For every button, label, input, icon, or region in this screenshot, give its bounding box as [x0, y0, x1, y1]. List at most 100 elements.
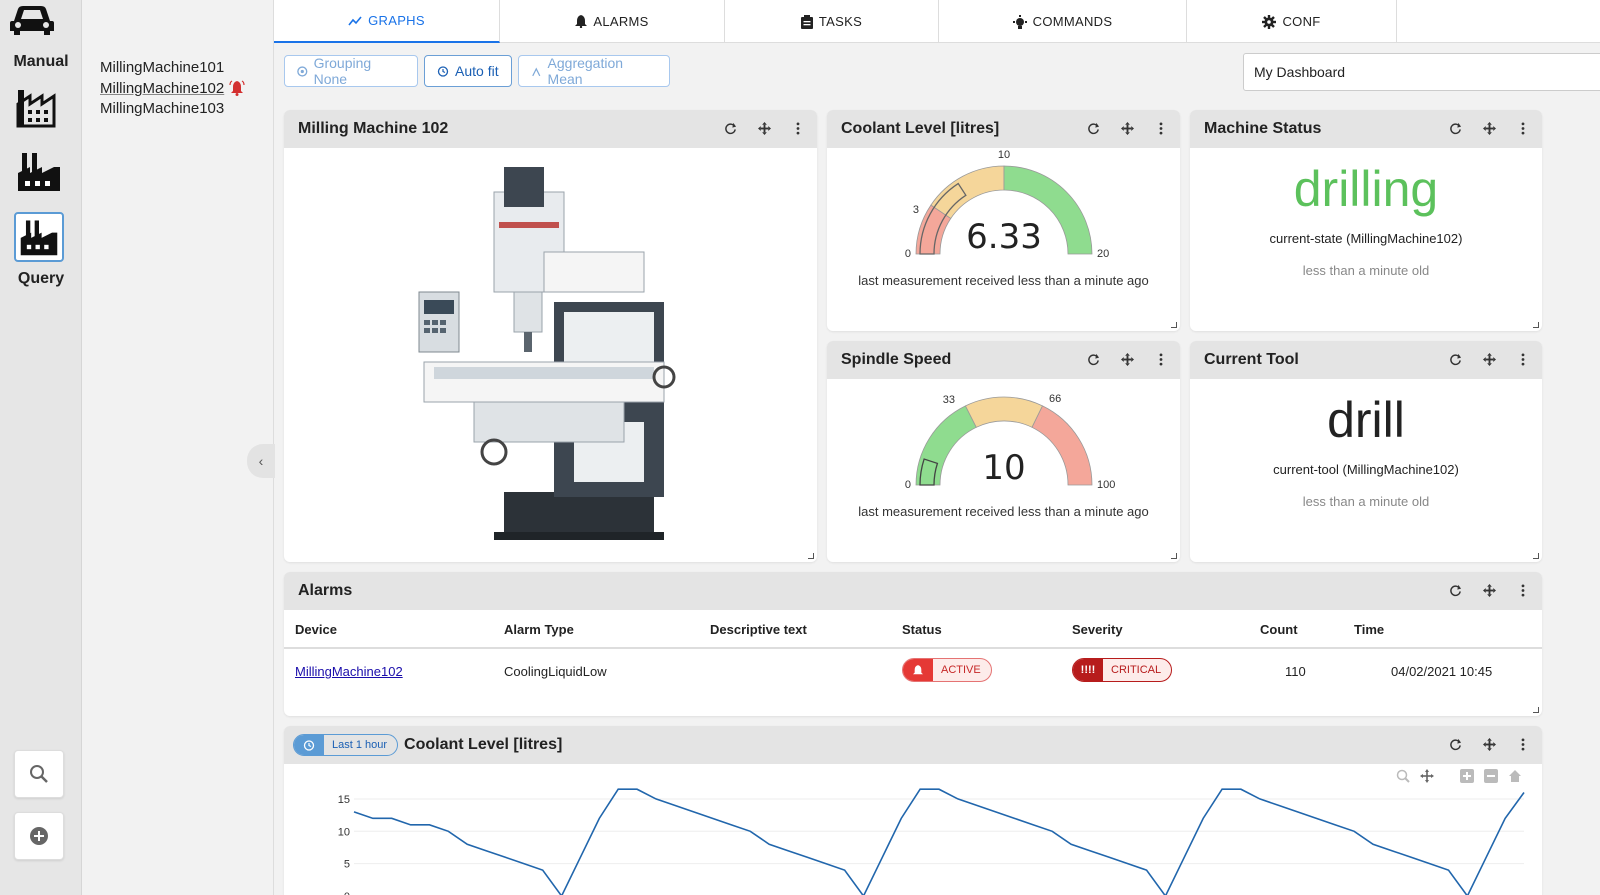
gauge-threshold-1: 3	[913, 204, 919, 216]
grouping-icon	[297, 65, 308, 77]
refresh-icon[interactable]	[1448, 737, 1462, 751]
widget-tools	[1086, 121, 1168, 135]
gauge-value-arc	[919, 182, 967, 255]
coolant-line-chart: 15 10 5 0	[338, 788, 1525, 895]
tab-commands[interactable]: COMMANDS	[939, 0, 1187, 43]
move-icon[interactable]	[1482, 121, 1496, 135]
move-icon[interactable]	[1482, 583, 1496, 597]
column-header[interactable]: Severity	[1072, 622, 1123, 637]
tab-label: COMMANDS	[1032, 14, 1113, 29]
alarm-device-link[interactable]: MillingMachine102	[295, 664, 403, 679]
move-icon[interactable]	[757, 121, 771, 135]
zoom-in-icon[interactable]	[1460, 769, 1474, 783]
move-icon[interactable]	[1120, 352, 1134, 366]
home-icon[interactable]	[1508, 769, 1522, 783]
car-icon[interactable]	[8, 0, 56, 38]
gauge-max: 100	[1097, 479, 1115, 491]
lamp-icon	[1012, 14, 1027, 29]
refresh-icon[interactable]	[1448, 583, 1462, 597]
refresh-icon[interactable]	[1086, 352, 1100, 366]
tab-tasks[interactable]: TASKS	[725, 0, 939, 43]
widget-title: Current Tool	[1204, 351, 1299, 368]
status-series: current-state (MillingMachine102)	[1269, 231, 1463, 246]
tab-label: ALARMS	[593, 14, 649, 29]
tab-graphs[interactable]: GRAPHS	[274, 0, 500, 43]
widget-tools	[1448, 352, 1530, 366]
more-vertical-icon[interactable]	[1516, 121, 1530, 135]
pan-icon[interactable]	[1420, 769, 1434, 783]
resize-handle[interactable]	[1533, 707, 1539, 713]
move-icon[interactable]	[1120, 121, 1134, 135]
widget-header: Current Tool	[1190, 341, 1542, 379]
refresh-icon[interactable]	[1448, 352, 1462, 366]
resize-handle[interactable]	[1171, 322, 1177, 328]
grouping-button[interactable]: Grouping None	[284, 55, 418, 87]
column-header[interactable]: Alarm Type	[504, 622, 574, 637]
column-header[interactable]: Device	[295, 622, 337, 637]
y-tick-label: 5	[344, 859, 350, 871]
column-header[interactable]: Count	[1260, 622, 1298, 637]
column-header[interactable]: Time	[1354, 622, 1385, 637]
gear-icon	[1262, 14, 1277, 29]
resize-handle[interactable]	[1533, 322, 1539, 328]
autofit-button[interactable]: Auto fit	[424, 55, 512, 87]
widget-tools	[723, 121, 805, 135]
gauge-max: 20	[1097, 248, 1109, 260]
widget-header: Machine Status	[1190, 110, 1542, 148]
more-vertical-icon[interactable]	[1516, 352, 1530, 366]
column-header[interactable]: Status	[902, 622, 942, 637]
dashboard-select[interactable]: My Dashboard	[1243, 53, 1600, 91]
tab-conf[interactable]: CONF	[1187, 0, 1397, 43]
critical-icon: !!!!	[1073, 659, 1103, 681]
tab-alarms[interactable]: ALARMS	[500, 0, 725, 43]
machine-status-widget: Machine Status drilling current-state (M…	[1190, 110, 1542, 331]
gauge-band-red	[1031, 405, 1093, 486]
manual-label: Manual	[13, 53, 69, 70]
gauge-caption: last measurement received less than a mi…	[858, 273, 1149, 288]
search-icon	[30, 765, 48, 783]
aggregation-button[interactable]: Aggregation Mean	[518, 55, 670, 87]
tab-label: CONF	[1282, 14, 1321, 29]
factory-manual-icon[interactable]	[14, 80, 64, 130]
resize-handle[interactable]	[1171, 553, 1177, 559]
device-item[interactable]: MillingMachine101	[100, 59, 225, 76]
coolant-gauge: 0 3 10 20 6.33	[905, 149, 1109, 260]
move-icon[interactable]	[1482, 737, 1496, 751]
gauge-threshold-2: 66	[1049, 393, 1061, 405]
widget-header: Spindle Speed	[827, 341, 1180, 379]
status-badge[interactable]: ACTIVE	[902, 658, 992, 682]
collapse-panel-button[interactable]: ‹	[247, 444, 275, 478]
factory-query-icon[interactable]	[14, 212, 64, 262]
refresh-icon[interactable]	[1086, 121, 1100, 135]
column-header[interactable]: Descriptive text	[710, 622, 807, 637]
bell-icon	[575, 15, 588, 28]
spindle-gauge-widget: Spindle Speed 0 33 66 100 10 last measur…	[827, 341, 1180, 562]
device-item-selected[interactable]: MillingMachine102	[100, 80, 225, 97]
resize-handle[interactable]	[1533, 553, 1539, 559]
more-vertical-icon[interactable]	[1516, 737, 1530, 751]
time-range-chip[interactable]: Last 1 hour	[293, 734, 399, 756]
series-line	[353, 788, 1525, 895]
severity-badge[interactable]: !!!! CRITICAL	[1072, 658, 1173, 682]
gauge-value: 10	[982, 448, 1025, 488]
refresh-icon[interactable]	[723, 121, 737, 135]
plus-circle-icon	[30, 827, 48, 845]
search-button[interactable]	[14, 750, 64, 798]
more-vertical-icon[interactable]	[1154, 352, 1168, 366]
device-item[interactable]: MillingMachine103	[100, 100, 225, 117]
zoom-icon[interactable]	[1396, 769, 1410, 783]
zoom-out-icon[interactable]	[1484, 769, 1498, 783]
more-vertical-icon[interactable]	[791, 121, 805, 135]
y-tick-label: 10	[338, 826, 350, 838]
factory-icon[interactable]	[14, 145, 64, 195]
more-vertical-icon[interactable]	[1516, 583, 1530, 597]
alarm-time: 04/02/2021 10:45	[1391, 664, 1493, 679]
alarms-widget: Alarms Device Alarm Type Descriptive tex…	[284, 572, 1542, 716]
refresh-icon[interactable]	[1448, 121, 1462, 135]
widget-tools	[1448, 737, 1530, 751]
more-vertical-icon[interactable]	[1154, 121, 1168, 135]
move-icon[interactable]	[1482, 352, 1496, 366]
add-button[interactable]	[14, 812, 64, 860]
aggregation-icon	[532, 66, 541, 76]
resize-handle[interactable]	[808, 553, 814, 559]
